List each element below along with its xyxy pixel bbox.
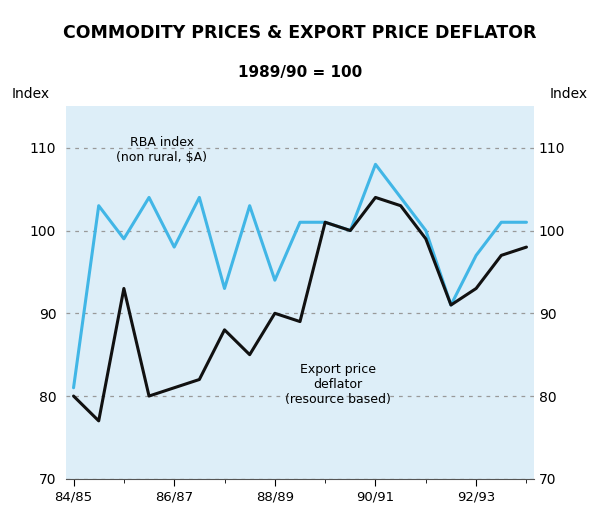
Text: 1989/90 = 100: 1989/90 = 100 [238,65,362,80]
Text: RBA index
(non rural, $A): RBA index (non rural, $A) [116,136,207,164]
Text: Index: Index [550,87,588,101]
Text: Export price
deflator
(resource based): Export price deflator (resource based) [285,363,391,406]
Text: Index: Index [12,87,50,101]
Text: COMMODITY PRICES & EXPORT PRICE DEFLATOR: COMMODITY PRICES & EXPORT PRICE DEFLATOR [63,23,537,41]
